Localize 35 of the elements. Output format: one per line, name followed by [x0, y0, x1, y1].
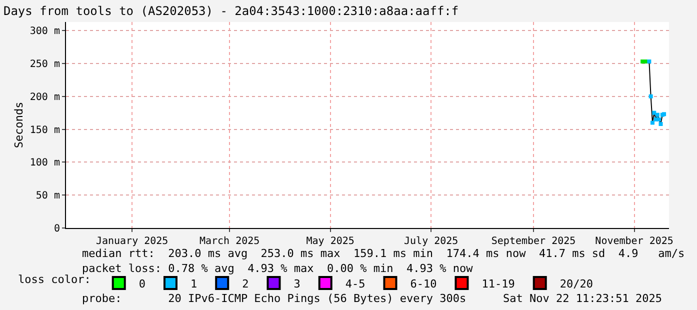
y-tick-label: 200 m [30, 92, 60, 103]
legend-label: 11-19 [482, 277, 515, 290]
x-tick-label: May 2025 [306, 236, 354, 247]
legend-label: 2 [242, 277, 249, 290]
text: Sat Nov 22 11:23:51 2025 [503, 292, 662, 305]
legend-title: loss color: [18, 272, 91, 286]
legend-label: 1 [190, 277, 198, 290]
text: probe: 20 IPv6-ICMP Echo Pings (56 Bytes) every 300s [82, 292, 466, 305]
point [657, 117, 662, 122]
chart-title: Days from tools to (AS202053) - 2a04:3543:1000:2310:a8aa:aaff:f [3, 4, 459, 18]
legend-label: 3 [294, 277, 300, 290]
y-tick-label: 0 [54, 224, 60, 234]
y-tick-label: 100 m [30, 158, 60, 169]
x-tick-label: January 2025 [96, 236, 168, 247]
text: packet loss: 0.78 % avg 4.93 % max 0.00 % min 4.93 % now [82, 262, 474, 275]
legend-label: 4-5 [345, 277, 366, 290]
x-tick-label: July 2025 [404, 236, 458, 247]
point [647, 59, 652, 64]
x-tick-label: March 2025 [199, 236, 260, 247]
y-tick-label: 50 m [36, 190, 60, 202]
y-axis-title: Seconds [12, 102, 26, 148]
legend-label: 6-10 [410, 277, 437, 290]
x-tick-label: November 2025 [595, 236, 674, 247]
point [650, 120, 654, 125]
point [655, 112, 660, 117]
point [658, 122, 663, 126]
y-tick-label: 300 m [30, 26, 60, 38]
x-tick-label: September 2025 [491, 236, 576, 247]
point [648, 94, 653, 98]
legend-label: 0 [138, 277, 146, 290]
point [652, 110, 656, 115]
y-tick-label: 250 m [30, 58, 60, 70]
text: median rtt: 203.0 ms avg 253.0 ms max 159.1 ms min 174.4 ms now 41.7 ms sd 4.9 am/s [82, 247, 685, 260]
legend-label: 20/20 [560, 277, 593, 290]
y-tick-label: 150 m [30, 124, 60, 136]
